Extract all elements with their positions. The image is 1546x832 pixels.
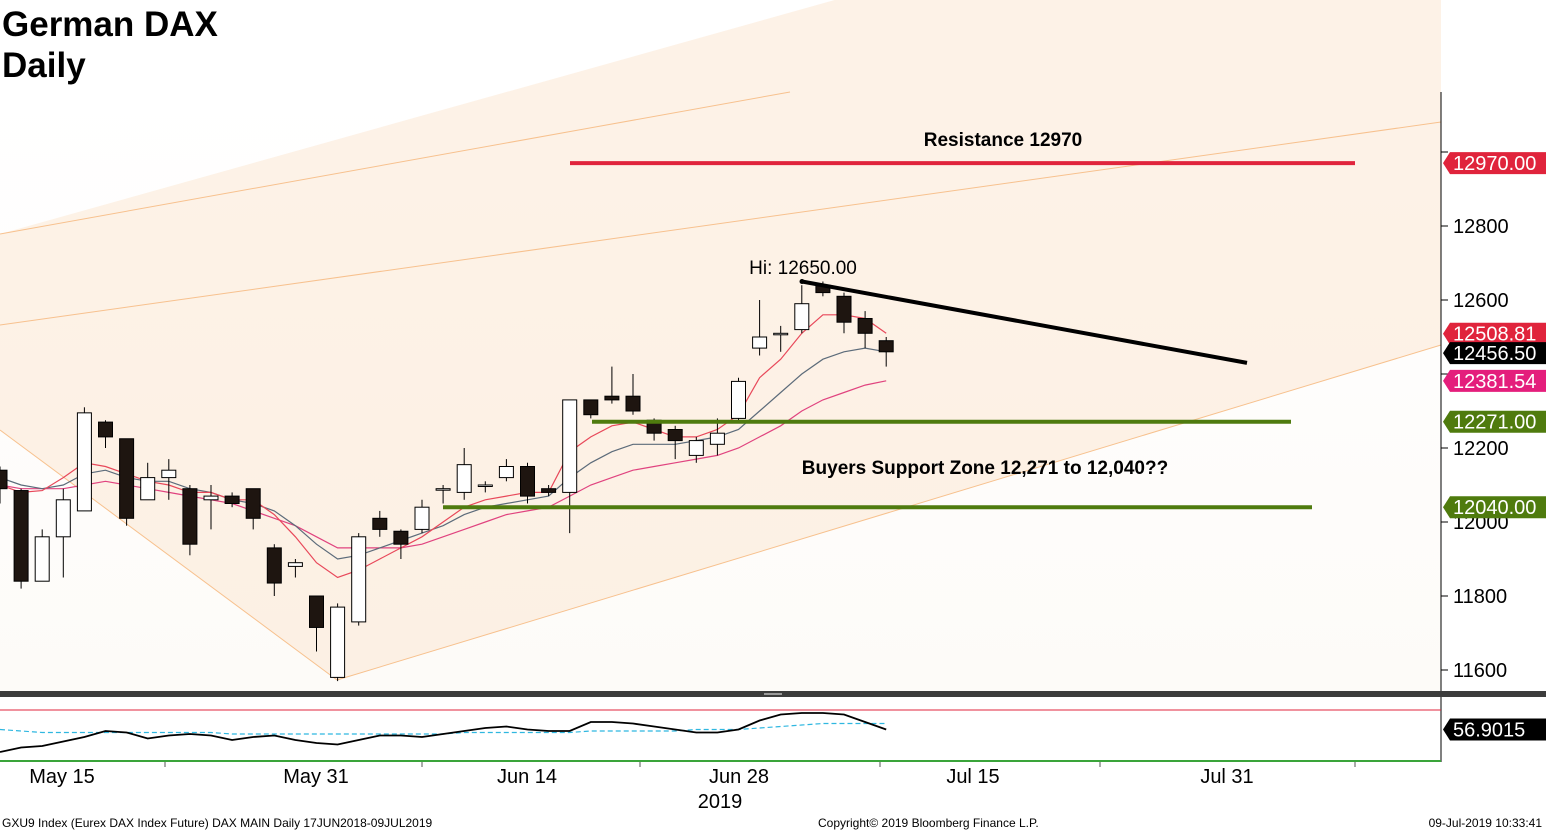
candle-body-0	[0, 469, 8, 490]
candle-body-5	[98, 421, 113, 438]
price-tag-label-4: 12271.00	[1453, 412, 1536, 434]
candle-body-42	[878, 340, 894, 353]
candle-body-4	[76, 412, 92, 512]
candle-body-19	[393, 530, 409, 545]
candle-body-26	[541, 488, 557, 493]
price-channel	[0, 0, 1442, 681]
price-tag-5	[1443, 496, 1546, 519]
resistance-annotation: Resistance 12970	[924, 130, 1082, 151]
channel-upper-line	[0, 91, 791, 235]
candle-body-6	[119, 438, 135, 519]
rsi-value-tag	[1443, 718, 1546, 741]
channel-fill	[0, 0, 1441, 680]
candle-body-1	[13, 490, 29, 582]
candle-body-38	[794, 303, 810, 331]
rsi-signal-line	[0, 722, 887, 735]
candle-body-13	[266, 547, 282, 584]
price-tag-label-2: 12456.50	[1453, 343, 1536, 365]
candle-body-35	[731, 380, 746, 419]
candle-body-17	[351, 536, 367, 623]
candle-body-27	[562, 399, 578, 493]
y-tick-label-12800: 12800	[1453, 216, 1509, 238]
price-tag-label-5: 12040.00	[1453, 497, 1536, 519]
candle-body-7	[140, 477, 156, 501]
candle-body-29	[604, 395, 620, 401]
candle-body-22	[456, 464, 472, 493]
channel-mid-line	[0, 121, 1442, 326]
price-tag-2	[1443, 342, 1546, 365]
support-annotation: Buyers Support Zone 12,271 to 12,040??	[802, 458, 1168, 479]
levels	[443, 161, 1355, 510]
candle-body-36	[752, 336, 768, 349]
trendline-anchor	[799, 279, 805, 284]
x-grid	[164, 762, 1356, 767]
candle-body-20	[414, 506, 430, 530]
candle-body-10	[203, 495, 219, 501]
y-tick-label-12600: 12600	[1453, 290, 1509, 312]
candle-body-40	[836, 295, 852, 323]
y-tick-label-11600: 11600	[1453, 660, 1507, 682]
candle-body-14	[287, 562, 303, 567]
x-axis: May 15 May 31 Jun 14 Jun 28 Jul 15 Jul 31	[29, 766, 1253, 788]
panel-separator-handle[interactable]	[764, 693, 782, 695]
rsi-panel: 56.9015	[0, 709, 1546, 753]
x-tick-label-1: May 31	[283, 766, 349, 788]
candle-body-24	[498, 466, 514, 479]
candle-body-11	[224, 495, 240, 505]
candle-body-41	[857, 318, 873, 334]
x-tick-label-3: Jun 28	[709, 766, 769, 788]
candle-body-30	[625, 395, 641, 412]
channel-left-line	[0, 429, 338, 681]
price-tag-4	[1443, 410, 1546, 433]
candle-body-18	[372, 517, 388, 530]
chart-title: German DAX Daily	[2, 4, 218, 86]
y-tick-label-12200: 12200	[1453, 438, 1509, 460]
candle-body-23	[477, 484, 493, 487]
price-tag-3	[1443, 369, 1546, 392]
price-tag-0	[1443, 152, 1546, 175]
trendline-line	[801, 279, 1248, 365]
candle-body-3	[55, 499, 71, 538]
candle-body-28	[583, 399, 599, 416]
candle-body-34	[709, 432, 725, 445]
candle-body-8	[161, 469, 177, 479]
x-tick-label-2: Jun 14	[497, 766, 557, 788]
footer-copyright: Copyright© 2019 Bloomberg Finance L.P.	[818, 816, 1039, 830]
footer-source: GXU9 Index (Eurex DAX Index Future) DAX …	[2, 816, 433, 830]
x-tick-label-5: Jul 31	[1200, 766, 1253, 788]
candle-body-25	[520, 466, 535, 497]
title-line-2: Daily	[2, 46, 86, 85]
candle-body-21	[435, 488, 451, 491]
candle-body-9	[182, 488, 198, 545]
candle-body-33	[688, 440, 704, 456]
candle-body-12	[245, 488, 261, 519]
candle-body-15	[309, 595, 324, 628]
price-tag-1	[1443, 322, 1546, 345]
title-line-1: German DAX	[2, 5, 218, 44]
year-label: 2019	[698, 791, 743, 813]
x-tick-label-4: Jul 15	[946, 766, 999, 788]
y-tick-label-11800: 11800	[1453, 586, 1507, 608]
candle-body-2	[34, 536, 50, 582]
rsi-line	[0, 712, 887, 753]
footer-timestamp: 09-Jul-2019 10:33:41	[1428, 816, 1542, 830]
candle-body-16	[330, 606, 346, 678]
x-tick-label-0: May 15	[29, 766, 95, 788]
candle-body-32	[667, 429, 683, 442]
price-tag-label-1: 12508.81	[1453, 324, 1536, 346]
rsi-value-label: 56.9015	[1453, 720, 1525, 742]
price-tag-label-3: 12381.54	[1453, 371, 1536, 393]
channel-lower-line	[336, 344, 1442, 681]
candle-body-37	[773, 332, 789, 336]
price-tag-label-0: 12970.00	[1453, 153, 1536, 175]
candles	[0, 281, 894, 682]
trendline	[799, 279, 1248, 365]
high-annotation: Hi: 12650.00	[749, 258, 857, 279]
